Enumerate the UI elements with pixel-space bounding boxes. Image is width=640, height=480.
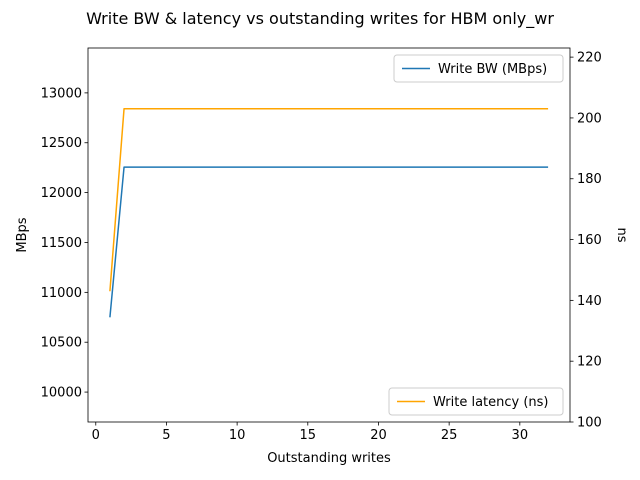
y-tick-label-right: 180 — [577, 172, 602, 187]
y-tick-label-left: 10000 — [41, 386, 82, 401]
y-axis-label-right: ns — [614, 227, 629, 242]
legend-label: Write BW (MBps) — [438, 62, 547, 77]
y-tick-label-left: 11500 — [41, 236, 82, 251]
chart-title: Write BW & latency vs outstanding writes… — [86, 9, 554, 29]
y-tick-label-right: 200 — [577, 111, 602, 126]
plot-frame — [87, 47, 571, 423]
legend-label: Write latency (ns) — [433, 395, 549, 410]
series-layer — [109, 108, 549, 318]
legend-bw: Write BW (MBps) — [393, 54, 564, 83]
x-tick-label: 5 — [162, 428, 170, 443]
x-tick-label: 15 — [300, 428, 317, 443]
y-tick-label-right: 100 — [577, 416, 602, 431]
y-tick-label-left: 11000 — [41, 286, 82, 301]
y-tick-label-left: 13000 — [41, 86, 82, 101]
legend-latency: Write latency (ns) — [388, 387, 564, 416]
y-tick-label-left: 12000 — [41, 186, 82, 201]
x-tick-label: 20 — [370, 428, 387, 443]
x-axis-label: Outstanding writes — [267, 451, 391, 466]
series-line-bw — [109, 166, 549, 318]
x-tick-label: 30 — [512, 428, 529, 443]
y-tick-label-right: 160 — [577, 233, 602, 248]
y-tick-label-right: 120 — [577, 355, 602, 370]
y-tick-label-right: 220 — [577, 51, 602, 66]
series-line-latency — [109, 108, 549, 292]
x-tick-label: 0 — [92, 428, 100, 443]
y-tick-label-left: 12500 — [41, 136, 82, 151]
y-tick-label-left: 10500 — [41, 336, 82, 351]
y-axis-label-left: MBps — [15, 217, 30, 252]
legend-box — [388, 387, 564, 416]
x-tick-label: 10 — [229, 428, 246, 443]
y-tick-label-right: 140 — [577, 294, 602, 309]
legend-box — [393, 54, 564, 83]
x-tick-label: 25 — [441, 428, 458, 443]
axes-layer: 0 5 10 15 20 25 30 10000 10500 11000 11500 12000 125… — [41, 47, 602, 443]
